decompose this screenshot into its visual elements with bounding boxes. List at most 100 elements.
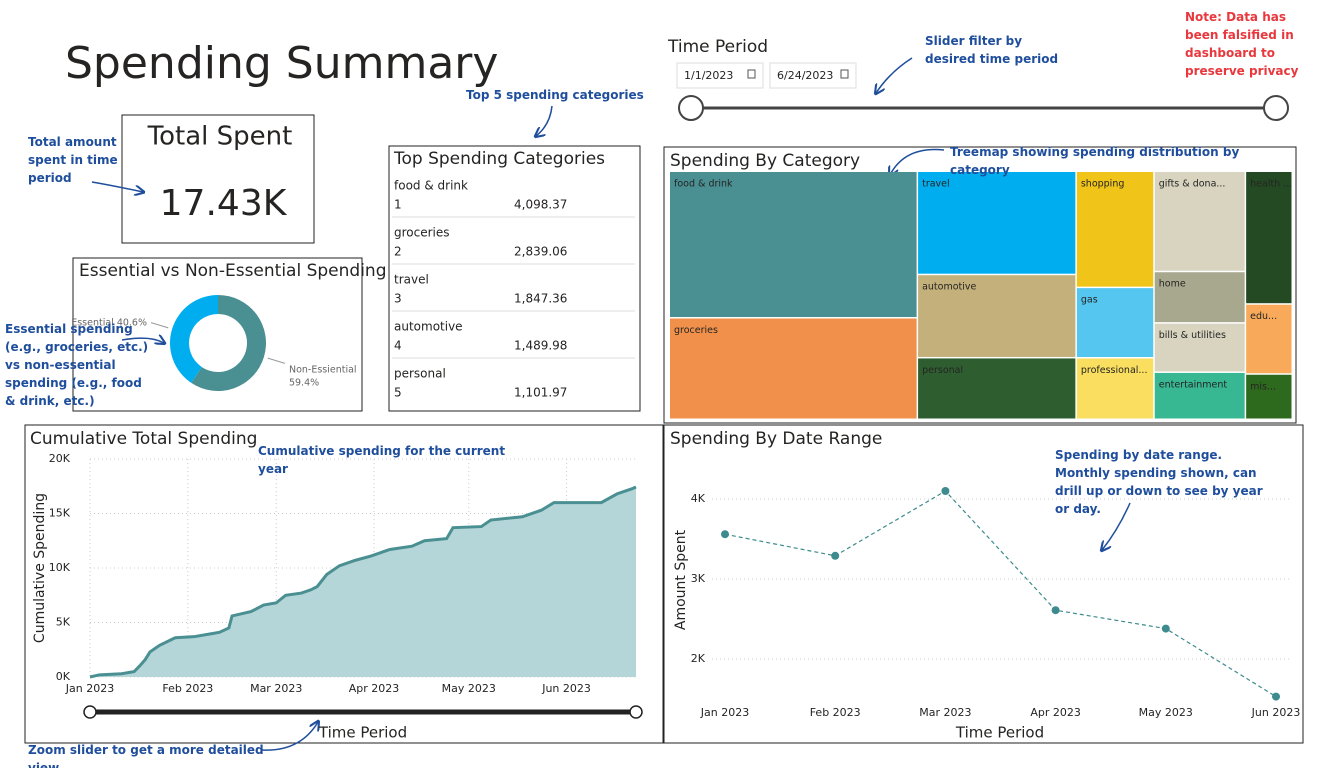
- tile-label: gifts & dona...: [1159, 179, 1226, 190]
- privacy-note: Note: Data has been falsified in dashboa…: [1185, 10, 1299, 78]
- annotation: Treemap showing spending distribution by…: [950, 145, 1240, 177]
- chart-title: Spending By Date Range: [670, 429, 882, 449]
- treemap-tile: [1154, 323, 1245, 372]
- row-category: groceries: [394, 226, 450, 240]
- area-line: [89, 485, 637, 679]
- slice-category: Non-Essiential: [289, 364, 357, 375]
- chart-title: Cumulative Total Spending: [30, 429, 257, 449]
- treemap-tile: [1246, 374, 1292, 419]
- annotation: Cumulative spending for the current year: [258, 444, 506, 476]
- date-box[interactable]: [676, 62, 764, 89]
- slider-handle[interactable]: [678, 95, 704, 121]
- x-tick-label: Mar 2023: [919, 706, 971, 719]
- x-tick-label: Jun 2023: [541, 682, 591, 695]
- tile-label: mis...: [1250, 381, 1276, 392]
- y-tick-label: 20K: [49, 452, 71, 465]
- row-category: automotive: [394, 320, 463, 334]
- x-axis-title: Time Period: [318, 724, 407, 742]
- slice-category: Essential: [71, 317, 114, 328]
- row-rank: 1: [394, 198, 402, 212]
- row-rank: 3: [394, 292, 402, 306]
- annotation-arrows: [91, 57, 1131, 751]
- x-axis-title: Time Period: [955, 724, 1044, 742]
- x-tick-label: Jan 2023: [65, 682, 114, 695]
- tile-label: travel: [922, 179, 950, 190]
- annotation: Total amount spent in time period: [28, 135, 118, 185]
- tile-label: automotive: [922, 282, 976, 293]
- page-title: Spending Summary: [65, 38, 498, 89]
- treemap-tile: [1076, 172, 1154, 287]
- date-box[interactable]: [769, 62, 857, 89]
- line-marker: [941, 487, 950, 495]
- y-tick-label: 0K: [56, 670, 71, 683]
- annotation: Zoom slider to get a more detailed view: [28, 743, 264, 768]
- annotation: Spending by date range. Monthly spending…: [1055, 448, 1263, 516]
- annotation: Top 5 spending categories: [466, 88, 644, 102]
- x-tick-label: Apr 2023: [349, 682, 400, 695]
- card-title: Total Spent: [147, 122, 293, 152]
- y-tick-label: 4K: [691, 492, 706, 505]
- tile-label: entertainment: [1159, 379, 1228, 390]
- treemap-tile: [1076, 358, 1154, 419]
- treemap-tile: [670, 318, 917, 419]
- chart-title: Spending By Category: [670, 151, 860, 171]
- y-tick-label: 15K: [49, 507, 71, 520]
- slice-label: Non-Essiential 59.4%: [289, 364, 357, 388]
- row-rank: 5: [394, 386, 402, 400]
- treemap-tile: [1154, 372, 1245, 419]
- slider-handle[interactable]: [629, 705, 643, 719]
- slice-value-label: 40.6%: [117, 317, 147, 328]
- panel: [24, 424, 664, 744]
- calendar-icon: [747, 69, 756, 79]
- row-amount: 1,847.36: [514, 292, 567, 306]
- tile-label: shopping: [1081, 179, 1125, 190]
- y-tick-label: 2K: [691, 652, 706, 665]
- card-frame: [121, 114, 315, 244]
- line-marker: [1272, 692, 1280, 701]
- y-axis-title: Cumulative Spending: [32, 493, 48, 643]
- y-tick-label: 10K: [49, 561, 71, 574]
- end-date: 6/24/2023: [777, 69, 833, 82]
- x-tick-label: May 2023: [442, 682, 496, 695]
- tile-label: groceries: [674, 325, 718, 336]
- start-date: 1/1/2023: [684, 69, 733, 82]
- leader-line: [150, 322, 169, 329]
- tile-label: health ...: [1250, 179, 1292, 190]
- treemap-tile: [918, 172, 1076, 274]
- tile-label: professional...: [1081, 365, 1148, 376]
- chart-title: Essential vs Non-Essential Spending: [79, 261, 387, 281]
- panel: [72, 257, 363, 412]
- panel: [663, 146, 1297, 424]
- tile-label: home: [1159, 279, 1186, 290]
- panel: [663, 424, 1304, 744]
- row-amount: 2,839.06: [514, 245, 567, 259]
- line-marker: [1051, 606, 1060, 615]
- y-tick-label: 5K: [56, 616, 71, 629]
- y-tick-label: 3K: [691, 572, 706, 585]
- row-category: food & drink: [394, 179, 468, 193]
- slider-handle[interactable]: [83, 705, 97, 719]
- slider-handle[interactable]: [1263, 95, 1289, 121]
- filter-label: Time Period: [667, 37, 768, 57]
- tile-label: food & drink: [674, 179, 733, 190]
- x-tick-label: May 2023: [1139, 706, 1193, 719]
- row-category: personal: [394, 367, 446, 381]
- row-amount: 1,101.97: [514, 386, 567, 400]
- treemap-tile: [1154, 172, 1245, 271]
- treemap-tile: [1246, 304, 1292, 374]
- slice-label: Essential 40.6%: [71, 317, 147, 328]
- card-value: 17.43K: [160, 183, 288, 224]
- treemap-tile: [1246, 172, 1292, 304]
- x-tick-label: Feb 2023: [810, 706, 861, 719]
- line-marker: [831, 551, 840, 560]
- area-fill: [90, 487, 636, 677]
- x-tick-label: Jun 2023: [1251, 706, 1301, 719]
- tile-label: personal: [922, 365, 963, 376]
- row-amount: 1,489.98: [514, 339, 567, 353]
- tile-label: gas: [1081, 295, 1098, 306]
- donut-slice: [170, 295, 218, 383]
- slice-value-label: 59.4%: [289, 377, 319, 388]
- treemap-tile: [1076, 288, 1154, 358]
- x-tick-label: Apr 2023: [1030, 706, 1081, 719]
